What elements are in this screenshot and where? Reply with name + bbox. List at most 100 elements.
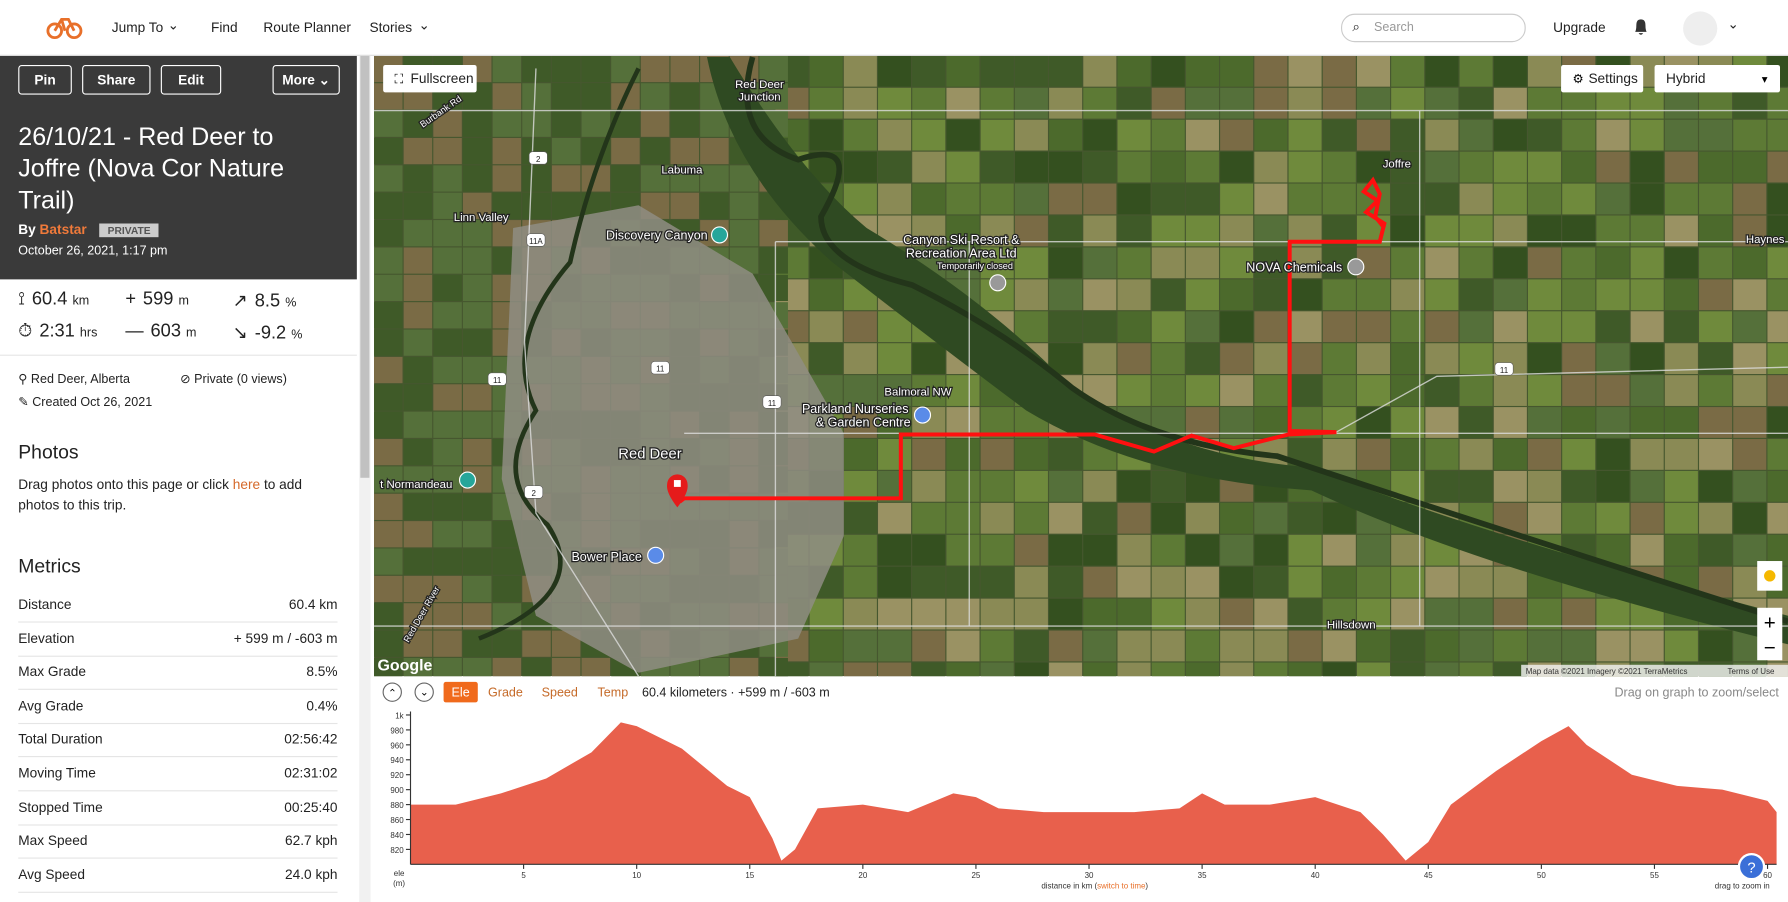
- place-label[interactable]: Temporarily closed: [936, 260, 1014, 273]
- field: [1014, 630, 1048, 662]
- field: [1151, 183, 1185, 215]
- place-label[interactable]: Parkland Nurseries: [801, 401, 910, 418]
- photos-link[interactable]: here: [232, 476, 261, 493]
- field: [1185, 630, 1219, 662]
- place-label[interactable]: Linn Valley: [453, 211, 511, 226]
- field: [1459, 151, 1493, 183]
- field: [980, 119, 1014, 151]
- place-label[interactable]: Canyon Ski Resort &: [902, 232, 1021, 249]
- zoom-in[interactable]: +: [1764, 611, 1776, 634]
- poi-pin[interactable]: [1347, 258, 1365, 276]
- place-label[interactable]: & Garden Centre: [815, 414, 912, 431]
- field: [1596, 470, 1630, 502]
- field: [912, 470, 946, 502]
- field: [1220, 598, 1254, 630]
- poi-pin[interactable]: [989, 274, 1007, 292]
- poi-pin[interactable]: [647, 546, 665, 564]
- place-label[interactable]: Red Deer: [617, 445, 683, 464]
- place-label[interactable]: Red Deer: [734, 78, 785, 93]
- field: [1288, 598, 1322, 630]
- switch-link[interactable]: switch to time: [1097, 881, 1146, 890]
- place-label[interactable]: Haynes: [1745, 233, 1786, 248]
- fullscreen-button[interactable]: [383, 64, 477, 93]
- field: [809, 662, 843, 677]
- place-label[interactable]: Labuma: [660, 163, 704, 178]
- metric-row: Max Grade 8.5%: [18, 656, 338, 691]
- profile-tab[interactable]: Speed: [542, 686, 578, 700]
- field: [1254, 343, 1288, 375]
- field: [403, 110, 433, 137]
- field: [946, 151, 980, 183]
- more-button[interactable]: More ⌄: [272, 64, 340, 95]
- place-label[interactable]: Recreation Area Ltd: [905, 245, 1018, 262]
- field: [1254, 87, 1288, 119]
- place-label[interactable]: Discovery Canyon: [605, 227, 709, 244]
- edit-button[interactable]: Edit: [160, 64, 222, 95]
- field: [809, 630, 843, 662]
- route[interactable]: [678, 176, 1387, 504]
- collapse-button[interactable]: [382, 682, 402, 702]
- poi-pin[interactable]: [458, 471, 477, 489]
- author-link[interactable]: Batstar: [39, 221, 87, 238]
- field: [1049, 534, 1083, 566]
- profile-tab[interactable]: Temp: [598, 686, 629, 700]
- nav-item[interactable]: Jump To: [111, 19, 164, 36]
- nav-item[interactable]: Route Planner: [263, 19, 351, 36]
- field: [1254, 311, 1288, 343]
- place-label[interactable]: Balmoral NW: [883, 385, 953, 400]
- start-marker[interactable]: [666, 474, 688, 508]
- poi-pin[interactable]: [913, 406, 932, 424]
- help-button[interactable]: [1737, 852, 1766, 881]
- bell-icon[interactable]: [1633, 18, 1649, 36]
- field: [1014, 151, 1048, 183]
- field: [980, 534, 1014, 566]
- field: [1185, 55, 1219, 87]
- terms-link[interactable]: Terms of Use: [1728, 667, 1776, 676]
- stat-icon: ⟟: [18, 289, 26, 310]
- settings-button[interactable]: [1561, 64, 1644, 93]
- place-label[interactable]: Junction: [737, 90, 782, 105]
- poi-pin[interactable]: [710, 226, 729, 244]
- nav-item[interactable]: Stories: [369, 19, 413, 36]
- field: [492, 137, 522, 165]
- avatar[interactable]: [1683, 11, 1718, 46]
- place-label[interactable]: NOVA Chemicals: [1245, 259, 1343, 276]
- collapse-button[interactable]: [414, 682, 434, 702]
- place-label[interactable]: t Normandeau: [379, 478, 454, 493]
- field: [433, 356, 462, 384]
- field: [1596, 439, 1630, 470]
- profile-tab[interactable]: Ele: [452, 686, 470, 700]
- field: [1767, 343, 1788, 375]
- field: [1528, 311, 1562, 343]
- zoom-control[interactable]: [1757, 607, 1783, 661]
- elevation-area[interactable]: [410, 722, 1777, 865]
- zoom-out[interactable]: −: [1764, 637, 1776, 660]
- place-label[interactable]: Bower Place: [570, 549, 643, 566]
- field: [1596, 151, 1630, 183]
- scroll-thumb[interactable]: [360, 55, 370, 478]
- field: [1425, 662, 1459, 677]
- field: [433, 575, 462, 603]
- profile-tab[interactable]: Grade: [488, 686, 523, 700]
- divider: [0, 354, 357, 356]
- field: [462, 411, 492, 438]
- field: [1425, 439, 1459, 470]
- pin-button[interactable]: Pin: [18, 64, 72, 95]
- field: [433, 466, 462, 493]
- field: [912, 598, 946, 630]
- scrollbar[interactable]: [359, 55, 371, 902]
- nav-item[interactable]: Find: [210, 19, 238, 36]
- share-button[interactable]: Share: [82, 64, 151, 95]
- logo[interactable]: [46, 14, 85, 41]
- map-type-select[interactable]: [1654, 64, 1781, 93]
- field: [1151, 119, 1185, 151]
- field: [1014, 439, 1048, 470]
- field: [403, 329, 433, 356]
- field: [1630, 279, 1664, 311]
- place-label[interactable]: Joffre: [1381, 157, 1412, 172]
- search-box[interactable]: ⌕ Search: [1340, 13, 1526, 43]
- upgrade-link[interactable]: Upgrade: [1553, 19, 1606, 36]
- place-label[interactable]: Hillsdown: [1326, 618, 1377, 633]
- field: [403, 302, 433, 329]
